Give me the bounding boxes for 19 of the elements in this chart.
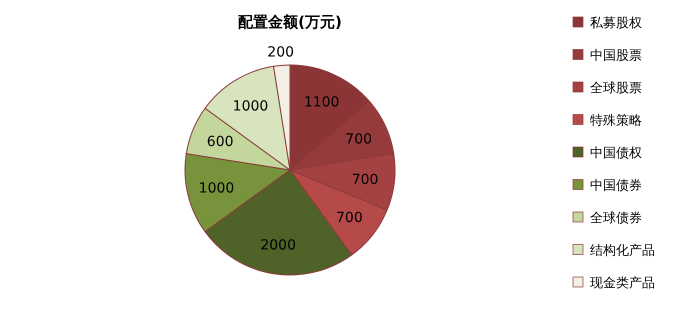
data-label: 700 bbox=[345, 131, 372, 148]
data-label: 1100 bbox=[304, 94, 340, 110]
legend-label: 特殊策略 bbox=[590, 114, 642, 128]
legend-label: 中国债权 bbox=[590, 146, 642, 161]
legend-label: 现金类产品 bbox=[590, 276, 655, 291]
legend-label: 全球股票 bbox=[590, 81, 642, 96]
legend-label: 私募股权 bbox=[590, 16, 642, 31]
legend-label: 中国股票 bbox=[590, 48, 642, 64]
data-label: 700 bbox=[352, 172, 378, 188]
legend-label: 中国债券 bbox=[590, 178, 642, 194]
data-label: 600 bbox=[206, 134, 234, 150]
data-label: 1000 bbox=[198, 180, 234, 197]
data-label: 1000 bbox=[232, 98, 268, 115]
data-label: 700 bbox=[336, 210, 363, 226]
chart-title: 配置金额(万元) bbox=[238, 13, 342, 31]
legend-label: 结构化产品 bbox=[590, 244, 655, 258]
legend-label: 全球债券 bbox=[590, 211, 642, 226]
data-label: 2000 bbox=[260, 238, 296, 254]
data-label: 200 bbox=[267, 44, 294, 60]
